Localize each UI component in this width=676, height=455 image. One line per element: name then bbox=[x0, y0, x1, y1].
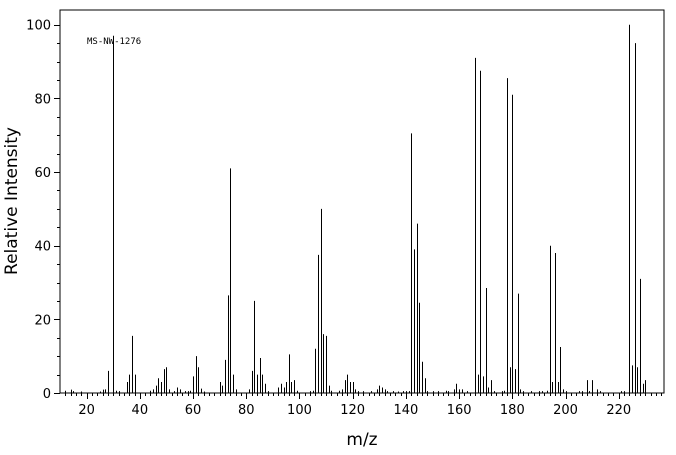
x-axis-ticks: 20 40 60 80 100 120 140 160 180 200 220 bbox=[65, 393, 662, 418]
x-tick-label: 100 bbox=[287, 403, 312, 418]
x-tick-label: 120 bbox=[340, 403, 365, 418]
x-tick-label: 40 bbox=[132, 403, 149, 418]
y-tick-label: 20 bbox=[34, 313, 51, 328]
x-tick-label: 140 bbox=[393, 403, 418, 418]
x-tick-label: 80 bbox=[238, 403, 255, 418]
plot-frame bbox=[59, 9, 665, 394]
x-tick-label: 20 bbox=[78, 403, 95, 418]
y-tick-label: 60 bbox=[34, 166, 51, 181]
y-tick-label: 100 bbox=[26, 19, 51, 34]
x-tick-label: 160 bbox=[447, 403, 472, 418]
x-tick-label: 220 bbox=[606, 403, 631, 418]
x-tick-label: 60 bbox=[185, 403, 202, 418]
x-tick-label: 180 bbox=[500, 403, 525, 418]
x-tick-label: 200 bbox=[553, 403, 578, 418]
y-tick-label: 0 bbox=[43, 387, 51, 402]
y-tick-label: 40 bbox=[34, 240, 51, 255]
spectrum-id-label: MS-NW-1276 bbox=[87, 37, 141, 47]
y-axis-ticks: 0 20 40 60 80 100 bbox=[26, 19, 60, 402]
x-axis-label: m/z bbox=[346, 430, 377, 450]
y-tick-label: 80 bbox=[34, 92, 51, 107]
y-axis-label: Relative Intensity bbox=[2, 127, 22, 275]
peaks-group bbox=[65, 24, 646, 393]
